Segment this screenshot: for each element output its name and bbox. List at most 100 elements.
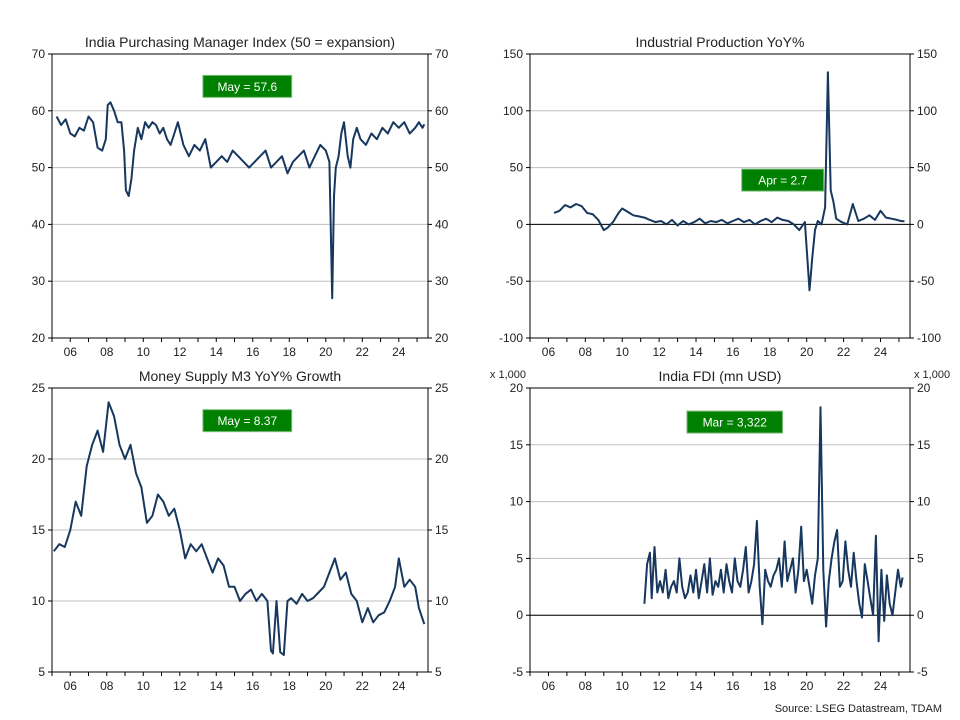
y-tick-label-right: 50 (917, 161, 931, 175)
callout-box (202, 409, 293, 433)
y-tick-label-left: 0 (516, 608, 523, 622)
callout-box (202, 74, 293, 98)
x-tick-label: 16 (726, 345, 740, 359)
y-tick-label-right: 0 (917, 217, 924, 231)
x-tick-label: 08 (100, 679, 114, 693)
x-tick-label: 20 (319, 679, 333, 693)
y-tick-label-left: -100 (499, 331, 523, 345)
y-tick-label-right: 0 (917, 608, 924, 622)
x-tick-label: 12 (173, 345, 187, 359)
x-tick-label: 08 (579, 679, 593, 693)
x-tick-label: 06 (542, 345, 556, 359)
y-tick-label-left: 20 (510, 381, 524, 395)
y-tick-label-right: 60 (435, 104, 449, 118)
x-tick-label: 12 (652, 345, 666, 359)
x-tick-label: 12 (652, 679, 666, 693)
x-tick-label: 10 (137, 679, 151, 693)
y-tick-label-left: 30 (32, 274, 46, 288)
y-tick-label-left: 15 (510, 438, 524, 452)
x-tick-label: 24 (392, 345, 406, 359)
x-tick-label: 18 (763, 345, 777, 359)
x-tick-label: 18 (763, 679, 777, 693)
y-tick-label-right: 15 (435, 523, 449, 537)
series-line (55, 101, 426, 300)
x-tick-label: 18 (283, 345, 297, 359)
source-note: Source: LSEG Datastream, TDAM (774, 703, 942, 715)
y-tick-label-right: 5 (917, 551, 924, 565)
x-tick-label: 14 (689, 679, 703, 693)
chart-panel-1: India Purchasing Manager Index (50 = exp… (32, 34, 449, 359)
x-tick-label: 22 (837, 679, 851, 693)
x-tick-label: 16 (246, 679, 260, 693)
y-tick-label-right: 10 (435, 594, 449, 608)
x-tick-label: 08 (579, 345, 593, 359)
callout-label: Mar = 3,322 (703, 416, 768, 430)
x-tick-label: 22 (356, 679, 370, 693)
plot-frame (51, 53, 429, 339)
x-tick-label: 10 (616, 679, 630, 693)
y-tick-label-left: 15 (32, 523, 46, 537)
chart-panel-2: Industrial Production YoY% -100 -100 -50 -50… (499, 34, 941, 359)
y-tick-label-right: 15 (917, 438, 931, 452)
callout-box (686, 410, 784, 434)
x-tick-label: 24 (874, 679, 888, 693)
y-tick-label-right: 20 (917, 381, 931, 395)
y-tick-label-left: -50 (506, 274, 524, 288)
y-tick-label-right: 100 (917, 104, 937, 118)
y-tick-label-right: 25 (435, 381, 449, 395)
series-line (643, 406, 904, 643)
series-line (53, 401, 426, 656)
x-tick-label: 06 (64, 345, 78, 359)
y-tick-label-right: 150 (917, 47, 937, 61)
multiplier-label-right: x 1,000 (914, 369, 950, 381)
callout-label: May = 8.37 (217, 414, 277, 428)
y-tick-label-right: 5 (435, 665, 442, 679)
chart-title: India Purchasing Manager Index (50 = exp… (85, 34, 395, 50)
y-tick-label-right: 20 (435, 331, 449, 345)
x-tick-label: 16 (726, 679, 740, 693)
y-tick-label-left: 20 (32, 452, 46, 466)
x-tick-label: 14 (689, 345, 703, 359)
x-tick-label: 14 (210, 679, 224, 693)
plot-frame (529, 387, 911, 673)
y-tick-label-right: 10 (917, 495, 931, 509)
chart-panel-4: India FDI (mn USD) -5 -5 0 0 5 5 10 10 15 15 20 20 06… (490, 368, 950, 693)
y-tick-label-left: 100 (503, 104, 523, 118)
series-line (553, 71, 905, 292)
x-tick-label: 12 (173, 679, 187, 693)
y-tick-label-right: 50 (435, 161, 449, 175)
callout-label: May = 57.6 (217, 80, 277, 94)
y-tick-label-left: -5 (512, 665, 523, 679)
callout-label: Apr = 2.7 (758, 174, 807, 188)
x-tick-label: 24 (392, 679, 406, 693)
y-tick-label-right: -100 (917, 331, 941, 345)
x-tick-label: 20 (800, 345, 814, 359)
y-tick-label-right: 30 (435, 274, 449, 288)
x-tick-label: 24 (874, 345, 888, 359)
chart-title: Money Supply M3 YoY% Growth (139, 368, 341, 384)
y-tick-label-left: 150 (503, 47, 523, 61)
chart-title: Industrial Production YoY% (636, 34, 805, 50)
multiplier-label-left: x 1,000 (490, 369, 526, 381)
x-tick-label: 16 (246, 345, 260, 359)
y-tick-label-left: 25 (32, 381, 46, 395)
y-tick-label-left: 40 (32, 217, 46, 231)
callout-box (741, 168, 825, 192)
y-tick-label-left: 20 (32, 331, 46, 345)
plot-frame (51, 387, 429, 673)
plot-frame (529, 53, 911, 339)
y-tick-label-left: 0 (516, 217, 523, 231)
chart-title: India FDI (mn USD) (659, 368, 782, 384)
y-tick-label-left: 50 (32, 161, 46, 175)
y-tick-label-left: 5 (38, 665, 45, 679)
x-tick-label: 22 (356, 345, 370, 359)
y-tick-label-left: 70 (32, 47, 46, 61)
y-tick-label-right: 40 (435, 217, 449, 231)
y-tick-label-left: 10 (32, 594, 46, 608)
x-tick-label: 06 (542, 679, 556, 693)
x-tick-label: 10 (137, 345, 151, 359)
x-tick-label: 06 (64, 679, 78, 693)
x-tick-label: 10 (616, 345, 630, 359)
y-tick-label-right: -50 (917, 274, 935, 288)
